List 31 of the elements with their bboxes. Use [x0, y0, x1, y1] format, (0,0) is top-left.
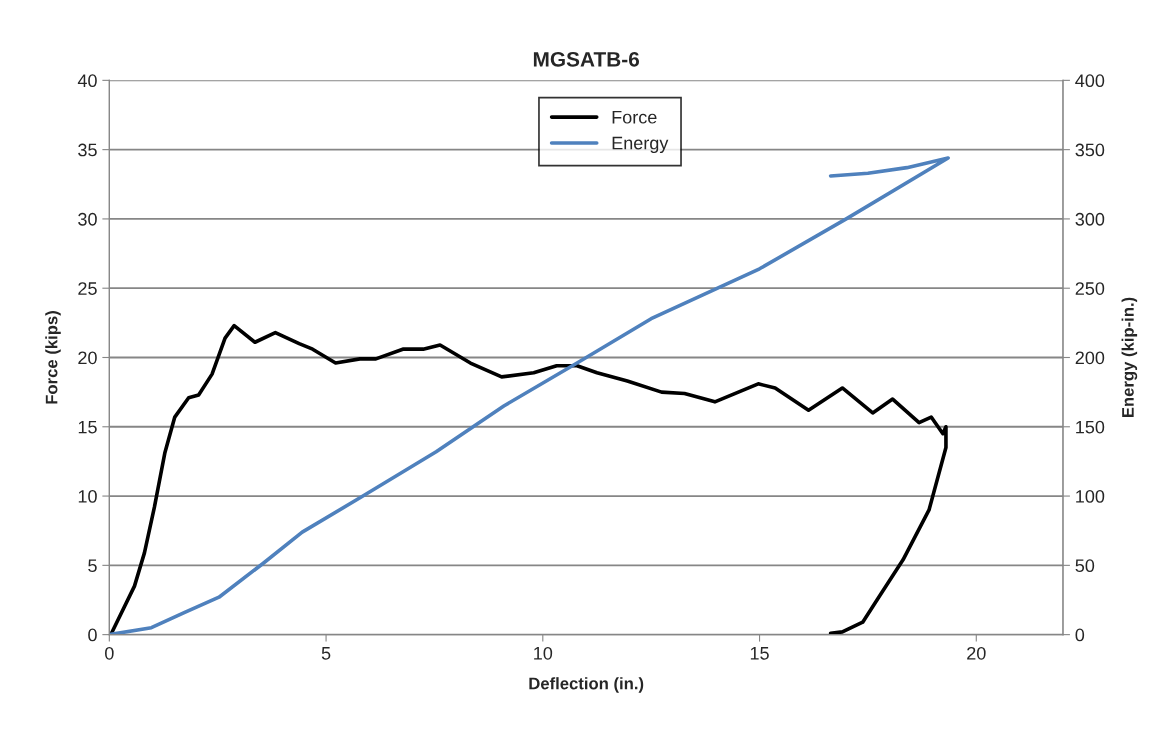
- y2-tick-label: 50: [1075, 559, 1095, 573]
- chart-title: MGSATB-6: [533, 51, 640, 67]
- y2-tick-label: 250: [1075, 282, 1105, 295]
- y2-tick-label: 150: [1076, 420, 1105, 434]
- x-tick-label: 15: [750, 647, 769, 660]
- y-axis-title: Force (kips): [45, 311, 61, 404]
- y-tick-label: 10: [78, 490, 97, 503]
- y2-tick-label: 100: [1076, 490, 1105, 503]
- y-tick-label: 30: [78, 212, 97, 226]
- y2-tick-label: 200: [1075, 351, 1105, 365]
- y-tick-label: 20: [78, 351, 97, 365]
- y2-tick-label: 0: [1075, 628, 1085, 642]
- y-tick-label: 5: [88, 559, 97, 573]
- y-tick-label: 25: [78, 282, 97, 295]
- y-tick-label: 35: [78, 143, 97, 157]
- x-axis-title: Deflection (in.): [529, 677, 644, 693]
- legend-label: Energy: [612, 136, 669, 154]
- y-tick-label: 0: [88, 628, 97, 642]
- line-series: [109, 156, 950, 635]
- y2-tick-label: 350: [1075, 143, 1105, 157]
- x-tick-label: 20: [967, 646, 986, 660]
- y2-tick-label: 400: [1075, 74, 1105, 88]
- y2-tick-label: 300: [1075, 212, 1105, 226]
- y-tick-label: 15: [78, 420, 97, 434]
- x-tick-label: 5: [321, 647, 331, 660]
- x-tick-label: 0: [105, 646, 114, 660]
- line-series: [109, 323, 948, 635]
- legend-label: Force: [612, 111, 657, 124]
- x-tick-label: 10: [534, 646, 553, 660]
- y-tick-label: 40: [77, 74, 97, 88]
- y2-axis-title: Energy (kip-in.): [1121, 297, 1138, 418]
